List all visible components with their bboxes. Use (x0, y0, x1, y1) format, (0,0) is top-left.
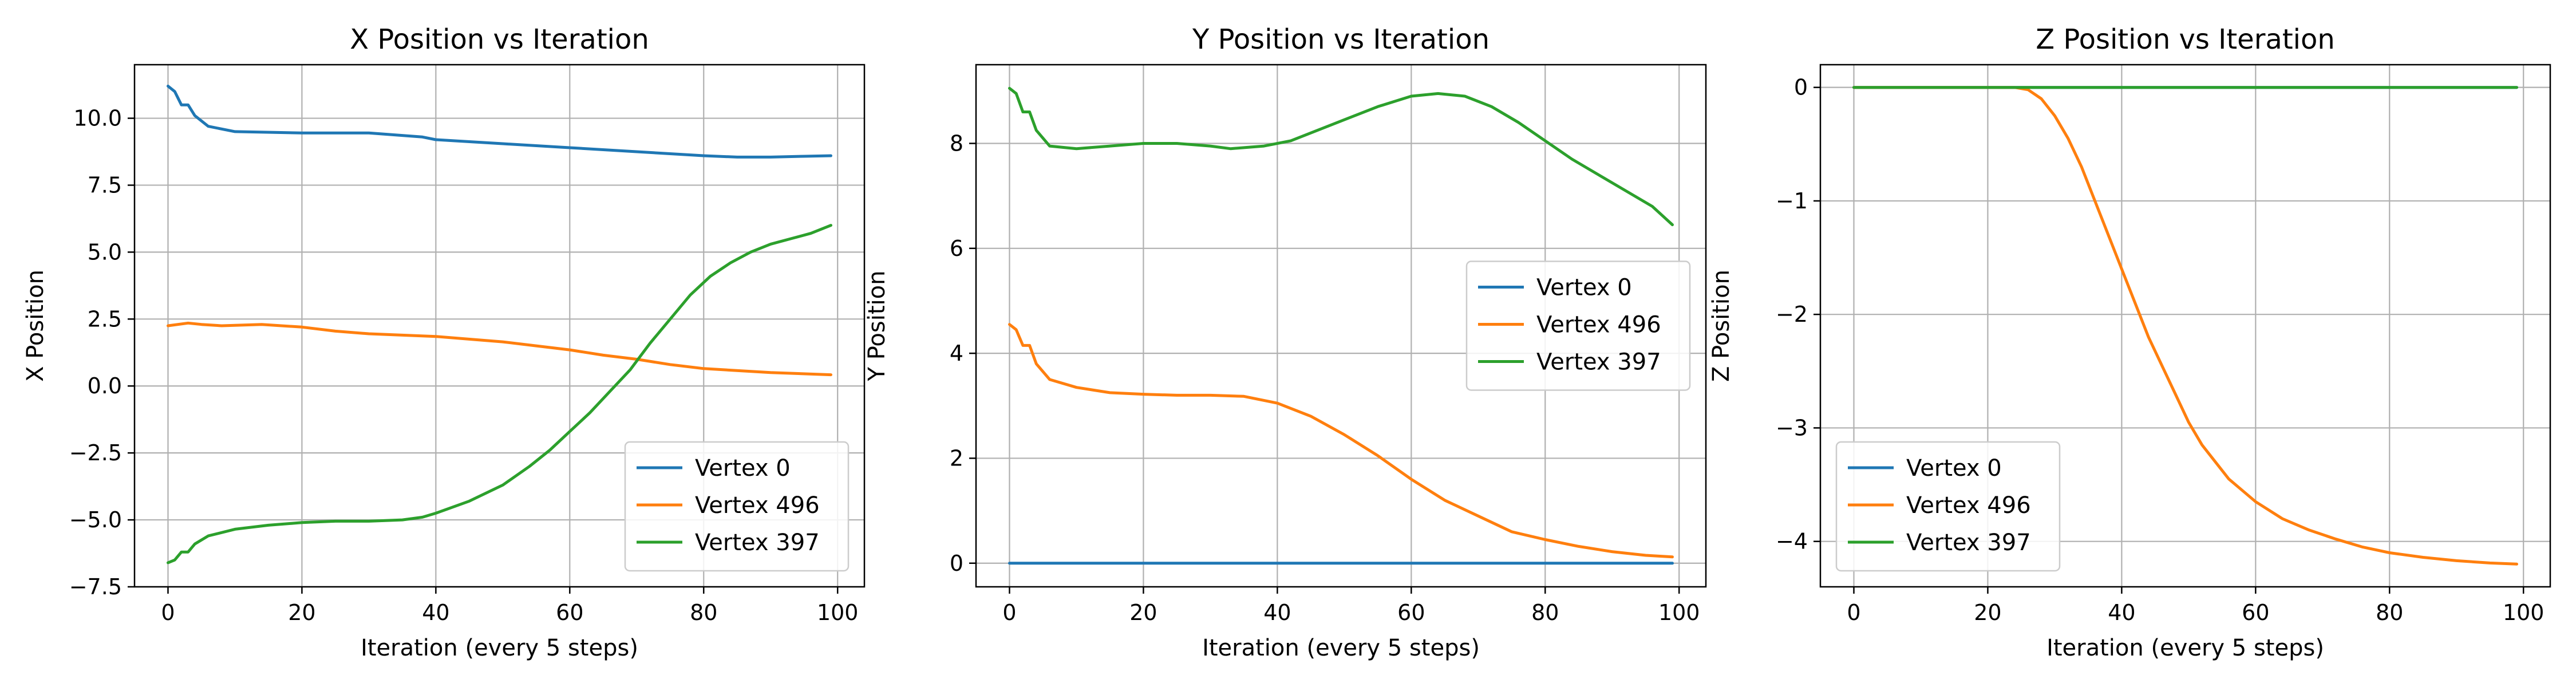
y-axis-label: X Position (22, 270, 49, 382)
x-tick-label: 20 (1974, 600, 2001, 625)
x-tick-label: 80 (2376, 600, 2403, 625)
y-tick-label: 2 (950, 445, 963, 471)
y-axis-label: Y Position (864, 271, 890, 382)
legend-label: Vertex 0 (1536, 275, 1632, 301)
x-tick-label: 40 (422, 600, 449, 625)
legend: Vertex 0 Vertex 496 Vertex 397 (1465, 260, 1691, 391)
y-tick-label: −2.5 (69, 440, 122, 465)
series-lines (167, 84, 832, 564)
series-line-vertex-397 (1008, 86, 1674, 227)
chart-title: Z Position vs Iteration (2036, 23, 2335, 56)
x-tick-label: 80 (1531, 600, 1559, 625)
x-tick-label: 0 (161, 600, 175, 625)
chart-title: Y Position vs Iteration (1192, 23, 1490, 56)
x-tick-label: 0 (1847, 600, 1860, 625)
y-tick-label: 0 (950, 551, 963, 576)
x-tick-label: 60 (1397, 600, 1425, 625)
z-position-panel: Z Position vs Iteration Iteration (every… (1708, 23, 2551, 661)
x-tick-label: 0 (1002, 600, 1016, 625)
y-tick-label: −7.5 (69, 574, 122, 599)
x-tick-label: 60 (556, 600, 583, 625)
legend-label: Vertex 496 (695, 492, 820, 519)
chart-title: X Position vs Iteration (350, 23, 649, 56)
series-line-vertex-0 (167, 84, 832, 159)
legend-box (1465, 260, 1691, 391)
series-line-vertex-496 (1852, 86, 2518, 566)
x-position-panel: X Position vs Iteration Iteration (every… (22, 23, 866, 661)
series-line-vertex-397 (167, 224, 832, 564)
legend-box (624, 441, 850, 572)
legend-label: Vertex 496 (1906, 492, 2031, 519)
x-tick-label: 80 (690, 600, 717, 625)
y-tick-label: 5.0 (88, 239, 122, 264)
y-axis-label: Z Position (1708, 270, 1735, 382)
y-position-panel: Y Position vs Iteration Iteration (every… (864, 23, 1707, 661)
legend-label: Vertex 0 (1906, 455, 2002, 481)
y-tick-label: 0.0 (88, 373, 122, 398)
legend: Vertex 0 Vertex 496 Vertex 397 (624, 441, 850, 572)
y-tick-label: 7.5 (88, 172, 122, 198)
y-tick-label: 4 (950, 341, 963, 366)
x-tick-label: 20 (288, 600, 315, 625)
axes-frame (1819, 64, 2551, 588)
legend-label: Vertex 0 (695, 455, 791, 481)
axes-frame (133, 64, 866, 588)
y-tick-label: −3 (1776, 415, 1808, 440)
series-lines (1852, 86, 2518, 566)
series-line-vertex-496 (167, 321, 832, 377)
y-tick-label: 6 (950, 236, 963, 261)
x-tick-label: 40 (1263, 600, 1291, 625)
x-axis-label: Iteration (every 5 steps) (2046, 635, 2324, 661)
legend-label: Vertex 397 (1536, 349, 1661, 376)
x-tick-label: 60 (2242, 600, 2269, 625)
x-tick-label: 20 (1129, 600, 1157, 625)
y-tick-label: 0 (1794, 75, 1808, 100)
legend: Vertex 0 Vertex 496 Vertex 397 (1835, 441, 2061, 572)
series-line-vertex-496 (1008, 323, 1674, 559)
legend-label: Vertex 496 (1536, 312, 1661, 338)
legend-label: Vertex 397 (1906, 530, 2031, 556)
x-axis-label: Iteration (every 5 steps) (1202, 635, 1480, 661)
y-tick-label: −2 (1776, 302, 1808, 327)
x-tick-label: 100 (1658, 600, 1700, 625)
legend-label: Vertex 397 (695, 530, 820, 556)
y-tick-label: −5.0 (69, 507, 122, 532)
y-tick-label: −1 (1776, 188, 1808, 214)
y-tick-label: 8 (950, 131, 963, 156)
x-tick-label: 100 (2503, 600, 2545, 625)
x-tick-label: 40 (2108, 600, 2135, 625)
legend-box (1835, 441, 2061, 572)
x-tick-label: 100 (817, 600, 859, 625)
y-tick-label: 10.0 (73, 106, 122, 131)
series-lines (1008, 86, 1674, 565)
y-tick-label: −4 (1776, 529, 1808, 554)
y-tick-label: 2.5 (88, 306, 122, 331)
x-axis-label: Iteration (every 5 steps) (361, 635, 638, 661)
grid (135, 65, 864, 588)
axes-frame (975, 64, 1707, 588)
